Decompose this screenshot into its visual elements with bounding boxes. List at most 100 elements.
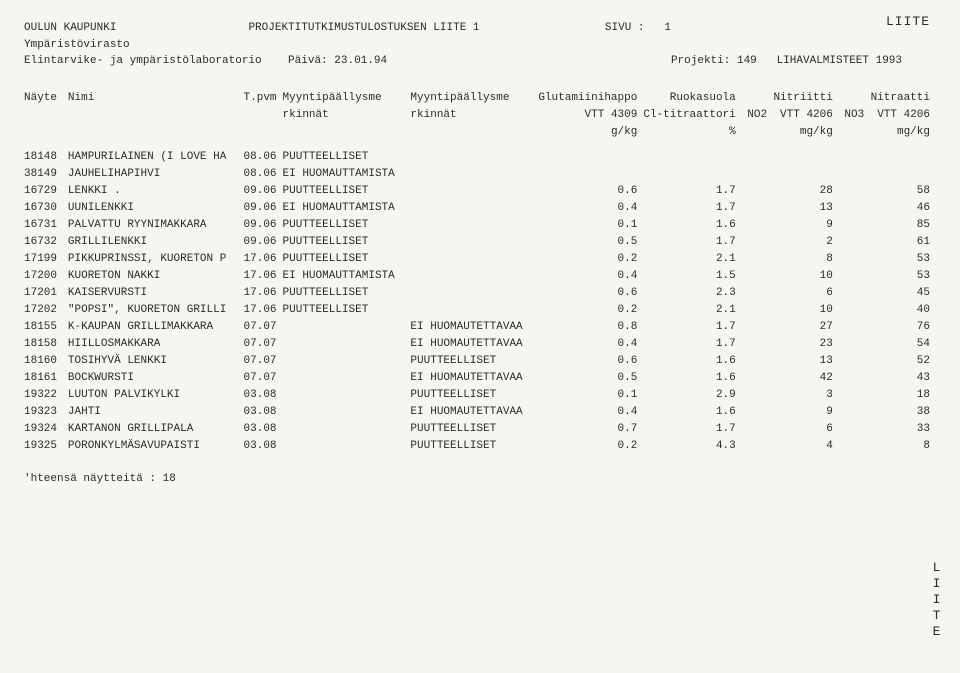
cell-m2 xyxy=(410,234,538,251)
col-nitriitti: Nitriitti xyxy=(773,90,839,107)
cell-sp1 xyxy=(742,166,773,183)
cell-sp2 xyxy=(839,387,870,404)
cell-sp1 xyxy=(742,302,773,319)
cell-nimi: PALVATTU RYYNIMAKKARA xyxy=(68,217,239,234)
cell-m2 xyxy=(410,166,538,183)
table-row: 18158HIILLOSMAKKARA07.07EI HUOMAUTETTAVA… xyxy=(24,336,936,353)
page-annotation-top: LIITE xyxy=(886,14,930,29)
cell-nat: 8 xyxy=(870,438,936,455)
cell-sp1 xyxy=(742,200,773,217)
cell-nat: 53 xyxy=(870,268,936,285)
table-row: 16729LENKKI .09.06PUUTTEELLISET0.61.7285… xyxy=(24,183,936,200)
cell-nat: 76 xyxy=(870,319,936,336)
cell-nat: 85 xyxy=(870,217,936,234)
cell-nat: 33 xyxy=(870,421,936,438)
cell-nit: 2 xyxy=(773,234,839,251)
cell-sp2 xyxy=(839,370,870,387)
cell-sp2 xyxy=(839,353,870,370)
cell-suola: 1.7 xyxy=(643,421,741,438)
cell-sp1 xyxy=(742,353,773,370)
cell-glut: 0.2 xyxy=(538,438,643,455)
cell-suola: 1.6 xyxy=(643,404,741,421)
cell-m2 xyxy=(410,200,538,217)
cell-pvm: 09.06 xyxy=(239,200,283,217)
cell-glut xyxy=(538,166,643,183)
cell-nit: 10 xyxy=(773,268,839,285)
col-pct: % xyxy=(643,124,741,141)
cell-suola xyxy=(643,166,741,183)
cell-id: 16732 xyxy=(24,234,68,251)
cell-nit: 28 xyxy=(773,183,839,200)
col-tpvm: T.pvm xyxy=(239,90,283,107)
cell-nimi: KAISERVURSTI xyxy=(68,285,239,302)
cell-pvm: 03.08 xyxy=(239,438,283,455)
cell-nimi: KARTANON GRILLIPALA xyxy=(68,421,239,438)
cell-id: 16729 xyxy=(24,183,68,200)
cell-nat: 40 xyxy=(870,302,936,319)
cell-glut: 0.5 xyxy=(538,370,643,387)
cell-nimi: HIILLOSMAKKARA xyxy=(68,336,239,353)
cell-sp2 xyxy=(839,149,870,166)
col-no3 xyxy=(839,90,870,107)
cell-suola: 1.7 xyxy=(643,200,741,217)
col-vtt4206b: VTT 4206 xyxy=(870,107,936,124)
cell-sp1 xyxy=(742,319,773,336)
cell-glut: 0.2 xyxy=(538,302,643,319)
cell-suola: 2.3 xyxy=(643,285,741,302)
doc-title: PROJEKTITUTKIMUSTULOSTUKSEN LIITE 1 xyxy=(248,22,479,34)
cell-glut: 0.1 xyxy=(538,387,643,404)
col-no2 xyxy=(742,90,773,107)
cell-nat: 58 xyxy=(870,183,936,200)
col-no3-lbl: NO3 xyxy=(839,107,870,124)
cell-pvm: 08.06 xyxy=(239,166,283,183)
cell-nit: 6 xyxy=(773,421,839,438)
cell-sp1 xyxy=(742,268,773,285)
cell-nat: 46 xyxy=(870,200,936,217)
cell-pvm: 08.06 xyxy=(239,149,283,166)
cell-m1 xyxy=(283,387,411,404)
table-row: 16730UUNILENKKI09.06EI HUOMAUTTAMISTA0.4… xyxy=(24,200,936,217)
cell-suola: 1.6 xyxy=(643,217,741,234)
cell-nit xyxy=(773,166,839,183)
cell-suola: 2.1 xyxy=(643,251,741,268)
table-row: 19322LUUTON PALVIKYLKI03.08PUUTTEELLISET… xyxy=(24,387,936,404)
cell-sp2 xyxy=(839,404,870,421)
cell-nit: 9 xyxy=(773,217,839,234)
table-row: 19324KARTANON GRILLIPALA03.08PUUTTEELLIS… xyxy=(24,421,936,438)
footer-total: 'hteensä näytteitä : 18 xyxy=(24,473,936,485)
projekti-name: LIHAVALMISTEET 1993 xyxy=(777,55,902,67)
cell-nimi: LUUTON PALVIKYLKI xyxy=(68,387,239,404)
cell-id: 18155 xyxy=(24,319,68,336)
date-label: Päivä: xyxy=(288,55,328,67)
cell-suola: 1.6 xyxy=(643,370,741,387)
cell-pvm: 03.08 xyxy=(239,404,283,421)
cell-nat: 54 xyxy=(870,336,936,353)
cell-suola: 1.5 xyxy=(643,268,741,285)
col-cltit: Cl-titraattori xyxy=(643,107,741,124)
cell-sp1 xyxy=(742,183,773,200)
cell-glut: 0.1 xyxy=(538,217,643,234)
cell-nat: 61 xyxy=(870,234,936,251)
cell-m1: PUUTTEELLISET xyxy=(283,251,411,268)
cell-nit: 42 xyxy=(773,370,839,387)
cell-nat xyxy=(870,166,936,183)
cell-m1: PUUTTEELLISET xyxy=(283,234,411,251)
cell-m2: PUUTTEELLISET xyxy=(410,353,538,370)
cell-nit: 6 xyxy=(773,285,839,302)
cell-glut: 0.4 xyxy=(538,268,643,285)
cell-id: 17200 xyxy=(24,268,68,285)
cell-m1 xyxy=(283,353,411,370)
table-row: 18148HAMPURILAINEN (I LOVE HA08.06PUUTTE… xyxy=(24,149,936,166)
cell-pvm: 03.08 xyxy=(239,421,283,438)
cell-suola: 2.9 xyxy=(643,387,741,404)
cell-m1 xyxy=(283,438,411,455)
cell-pvm: 07.07 xyxy=(239,319,283,336)
cell-nimi: JAHTI xyxy=(68,404,239,421)
cell-m2 xyxy=(410,268,538,285)
cell-m1 xyxy=(283,421,411,438)
cell-id: 17199 xyxy=(24,251,68,268)
cell-pvm: 09.06 xyxy=(239,234,283,251)
cell-nit: 13 xyxy=(773,200,839,217)
cell-pvm: 17.06 xyxy=(239,302,283,319)
cell-m1: EI HUOMAUTTAMISTA xyxy=(283,268,411,285)
